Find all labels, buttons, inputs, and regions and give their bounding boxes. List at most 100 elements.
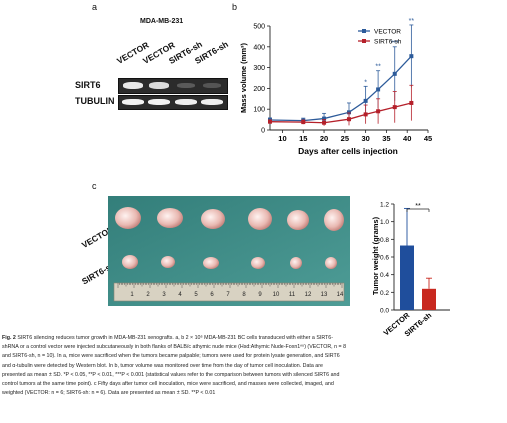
caption-line-5: presented as mean ± SD. *P < 0.05, **P <… (2, 371, 340, 378)
tumor-vector-4 (248, 208, 272, 230)
data-point-0-6 (392, 71, 397, 76)
ruler-number-2: 3 (162, 292, 166, 298)
data-point-0-2 (322, 116, 327, 121)
x-tick-label-7: 45 (424, 134, 432, 143)
x-tick-label-2: 20 (320, 134, 328, 143)
caption-fig-label: Fig. 2 (2, 335, 16, 341)
x-tick-label-0: 10 (278, 134, 286, 143)
ruler-number-4: 5 (194, 292, 198, 298)
bar-1 (422, 288, 436, 310)
ruler-number-10: 11 (289, 292, 296, 298)
band-sirt6-lane3 (177, 83, 195, 88)
caption-line-1: Fig. 2 SIRT6 silencing reduces tumor gro… (2, 334, 505, 343)
line-chart-ticks: 0 100 200 300 400 500 10 15 20 25 30 35 40 45 (253, 24, 432, 144)
ruler-number-9: 10 (273, 292, 280, 298)
ruler-marks: 1 2 3 4 5 6 7 8 9 10 11 12 13 14 (117, 283, 344, 298)
tumor-vector-5 (287, 210, 309, 230)
panel-label-a: a (92, 2, 98, 12)
tumor-sirt6-6 (325, 257, 337, 269)
significance-label-2: *** (391, 40, 399, 47)
bar-y-tick-label-5: 1.0 (380, 219, 389, 226)
data-point-0-4 (363, 98, 368, 103)
ruler-number-12: 13 (321, 292, 328, 298)
line-chart-series: ******** (268, 18, 414, 126)
significance-label-0: * (364, 79, 367, 86)
y-tick-label-2: 200 (253, 86, 265, 93)
band-tubulin-lane2 (148, 99, 170, 105)
tumor-sirt6-5 (290, 257, 302, 269)
series-line-1 (269, 102, 412, 124)
ruler-number-5: 6 (210, 292, 214, 298)
tumor-photo: 1 2 3 4 5 6 7 8 9 10 11 12 13 14 (108, 196, 350, 306)
data-point-0-5 (376, 87, 381, 92)
x-tick-label-6: 40 (403, 134, 411, 143)
data-point-1-4 (363, 112, 368, 117)
data-point-1-7 (409, 100, 414, 105)
data-point-1-6 (392, 105, 397, 110)
caption-line-2: shRNA or a control vector were injected … (2, 344, 347, 351)
tumor-sirt6-1 (122, 255, 138, 269)
x-tick-label-4: 30 (361, 134, 369, 143)
legend-label-1: SIRT6-sh (374, 39, 402, 46)
bar-chart-axes: 0.0 0.2 0.4 0.6 0.8 1.0 1.2 (380, 202, 450, 315)
data-point-1-1 (301, 120, 306, 125)
tumor-sirt6-3 (203, 257, 219, 269)
blot-row-label-tubulin: TUBULIN (75, 96, 115, 106)
bar-y-tick-label-6: 1.2 (380, 202, 389, 209)
tumor-sirt6-4 (251, 257, 265, 269)
data-point-1-3 (347, 117, 351, 122)
blot-row-label-sirt6: SIRT6 (75, 80, 101, 90)
data-point-0-7 (409, 54, 414, 59)
significance-label-3: ** (409, 18, 415, 25)
caption-line-4: and α-tubulin were detected by Western b… (2, 362, 323, 369)
caption-line-6: control tumors at the same time point). … (2, 381, 334, 388)
tumor-sirt6-2 (161, 256, 175, 268)
bar-y-tick-label-4: 0.8 (380, 237, 389, 244)
data-point-1-2 (322, 120, 327, 125)
x-tick-label-5: 35 (382, 134, 390, 143)
tumor-vector-3 (201, 209, 225, 229)
data-point-0-3 (347, 110, 351, 115)
bar-y-tick-label-2: 0.4 (380, 272, 389, 279)
y-tick-label-3: 300 (253, 65, 265, 72)
band-tubulin-lane4 (201, 99, 223, 105)
ruler-number-1: 2 (146, 292, 150, 298)
band-sirt6-lane4 (203, 83, 221, 88)
ruler (113, 282, 345, 302)
line-chart-y-axis-label: Mass volume (mm³) (239, 42, 248, 113)
band-sirt6-lane1 (123, 82, 143, 89)
legend-marker-1 (362, 39, 366, 43)
y-tick-label-4: 400 (253, 44, 265, 51)
bar-y-tick-label-0: 0.0 (380, 308, 389, 315)
ruler-number-8: 9 (258, 292, 262, 298)
bar-0 (400, 245, 414, 310)
tumor-vector-6 (324, 209, 344, 231)
data-point-1-5 (376, 109, 381, 114)
series-line-0 (269, 55, 412, 122)
caption-line-1-text: SIRT6 silencing reduces tumor growth in … (17, 335, 333, 341)
ruler-number-6: 7 (226, 292, 230, 298)
line-chart-legend: VECTOR SIRT6-sh (358, 29, 402, 46)
y-tick-label-5: 500 (253, 24, 265, 31)
band-tubulin-lane3 (175, 99, 197, 105)
data-point-1-0 (268, 119, 272, 124)
significance-label-1: ** (375, 64, 381, 71)
legend-marker-0 (362, 29, 366, 33)
blot-strip-tubulin (118, 95, 228, 110)
ruler-number-3: 4 (178, 292, 182, 298)
panel-label-b: b (232, 2, 238, 12)
ruler-number-7: 8 (242, 292, 246, 298)
band-tubulin-lane1 (122, 99, 144, 105)
figure-caption: Fig. 2 SIRT6 silencing reduces tumor gro… (2, 334, 505, 398)
ruler-number-11: 12 (305, 292, 312, 298)
legend-label-0: VECTOR (374, 29, 401, 36)
x-tick-label-3: 25 (341, 134, 349, 143)
blot-cell-line-title: MDA-MB-231 (140, 18, 184, 25)
bar-y-tick-label-1: 0.2 (380, 290, 389, 297)
caption-line-3: and SIRT6-sh, n = 10). In a, mice were s… (2, 353, 340, 360)
caption-line-7: weighted (VECTOR: n = 6; SIRT6-sh: n = 6… (2, 390, 216, 397)
bar-y-tick-label-3: 0.6 (380, 255, 389, 262)
